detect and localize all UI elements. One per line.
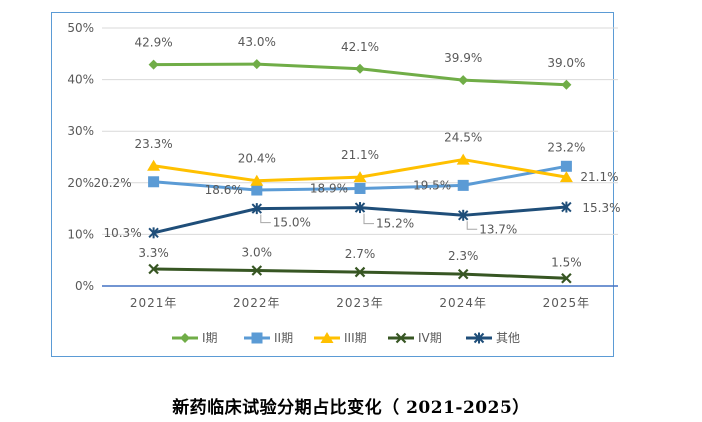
data-label: 43.0% bbox=[238, 35, 276, 49]
data-label: 21.1% bbox=[580, 170, 618, 184]
data-label: 2.7% bbox=[345, 247, 376, 261]
data-label: 15.3% bbox=[582, 201, 620, 215]
y-tick-label: 20% bbox=[67, 176, 94, 190]
legend-label: II期 bbox=[274, 331, 293, 345]
label-leader bbox=[260, 214, 271, 224]
data-label: 24.5% bbox=[444, 131, 482, 145]
data-point bbox=[251, 59, 262, 70]
legend-marker bbox=[251, 332, 263, 344]
data-label: 42.9% bbox=[135, 36, 173, 50]
data-label: 18.6% bbox=[205, 183, 243, 197]
data-point bbox=[354, 266, 366, 278]
legend-label: I期 bbox=[202, 331, 218, 345]
data-point bbox=[561, 272, 572, 284]
data-label: 21.1% bbox=[341, 148, 379, 162]
data-point bbox=[147, 159, 161, 171]
data-label: 39.0% bbox=[547, 56, 585, 70]
data-point bbox=[251, 184, 263, 196]
data-label: 2.3% bbox=[448, 249, 479, 263]
legend-label: III期 bbox=[344, 331, 367, 345]
data-point bbox=[354, 182, 366, 194]
x-tick-label: 2021年 bbox=[130, 296, 178, 310]
data-label: 23.3% bbox=[135, 137, 173, 151]
legend-label: 其他 bbox=[496, 331, 520, 345]
data-label: 20.2% bbox=[93, 176, 131, 190]
data-point bbox=[353, 171, 367, 183]
data-point bbox=[148, 263, 159, 275]
data-point bbox=[458, 75, 469, 86]
x-tick-label: 2025年 bbox=[543, 296, 591, 310]
data-point bbox=[561, 79, 572, 90]
y-tick-label: 40% bbox=[67, 73, 94, 87]
y-tick-label: 50% bbox=[67, 21, 94, 35]
data-point bbox=[250, 174, 264, 186]
data-point bbox=[148, 59, 159, 70]
data-point bbox=[251, 265, 263, 276]
data-label: 19.5% bbox=[413, 178, 451, 192]
data-label: 15.0% bbox=[273, 216, 311, 230]
x-tick-label: 2022年 bbox=[233, 296, 281, 310]
data-point bbox=[456, 153, 470, 165]
data-label: 3.3% bbox=[138, 246, 169, 260]
data-label: 42.1% bbox=[341, 40, 379, 54]
data-point bbox=[561, 201, 572, 213]
data-point bbox=[148, 227, 159, 239]
data-point bbox=[457, 209, 469, 221]
data-point bbox=[355, 63, 365, 74]
y-tick-label: 0% bbox=[75, 279, 94, 293]
data-point bbox=[559, 171, 573, 183]
data-point bbox=[560, 160, 572, 172]
legend-marker bbox=[395, 332, 407, 344]
data-label: 10.3% bbox=[103, 226, 141, 240]
x-tick-label: 2024年 bbox=[439, 296, 487, 310]
legend-label: IV期 bbox=[418, 331, 442, 345]
data-label: 13.7% bbox=[479, 222, 517, 236]
chart-caption: 新药临床试验分期占比变化（ 2021-2025） bbox=[172, 398, 530, 418]
data-point bbox=[148, 176, 160, 188]
data-label: 20.4% bbox=[238, 152, 276, 166]
data-label: 15.2% bbox=[376, 217, 414, 231]
data-label: 1.5% bbox=[551, 255, 582, 269]
data-label: 3.0% bbox=[242, 246, 273, 260]
y-tick-label: 30% bbox=[67, 124, 94, 138]
data-point bbox=[457, 268, 469, 280]
x-tick-label: 2023年 bbox=[336, 296, 384, 310]
chart-frame bbox=[51, 12, 614, 357]
data-label: 18.9% bbox=[310, 181, 348, 195]
legend-marker bbox=[180, 333, 190, 343]
data-point bbox=[457, 179, 469, 191]
label-leader bbox=[466, 221, 478, 230]
data-point bbox=[354, 202, 366, 214]
data-point bbox=[251, 203, 263, 215]
data-label: 23.2% bbox=[547, 140, 585, 154]
label-leader bbox=[363, 213, 374, 225]
legend-marker bbox=[473, 332, 485, 344]
data-label: 39.9% bbox=[444, 51, 482, 65]
y-tick-label: 10% bbox=[67, 227, 94, 241]
legend-marker bbox=[320, 332, 334, 343]
